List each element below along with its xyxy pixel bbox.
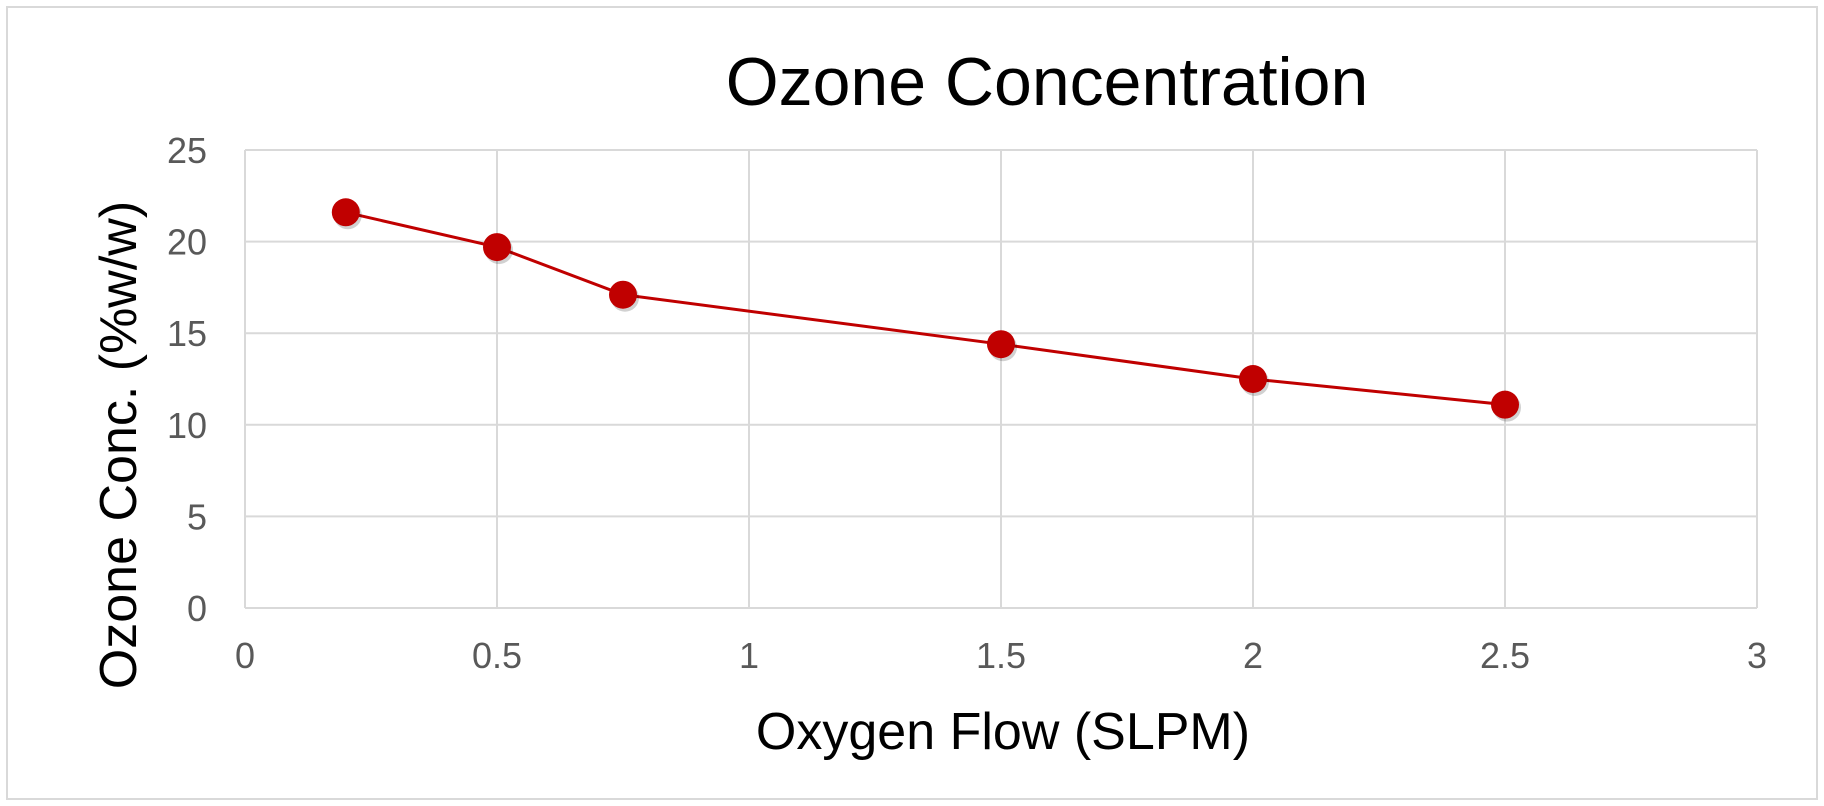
axes [244, 150, 1757, 609]
x-tick-label: 2 [1243, 635, 1263, 676]
data-point [331, 198, 360, 227]
x-tick-label: 3 [1747, 635, 1767, 676]
x-tick-label: 1.5 [976, 635, 1026, 676]
tick-labels: 0 0.5 1 1.5 2 2.5 3 0 5 10 15 20 25 [167, 130, 1767, 676]
y-tick-label: 25 [167, 130, 207, 171]
x-tick-label: 2.5 [1480, 635, 1530, 676]
grid [245, 149, 1758, 608]
y-tick-label: 10 [167, 405, 207, 446]
y-tick-label: 20 [167, 222, 207, 263]
x-tick-label: 1 [739, 635, 759, 676]
x-axis-title: Oxygen Flow (SLPM) [756, 703, 1250, 761]
data-point [609, 280, 637, 309]
x-tick-label: 0.5 [472, 635, 522, 676]
data-point [1239, 365, 1267, 393]
y-axis-title: Ozone Conc. (%w/w) [90, 201, 148, 689]
data-point [483, 233, 511, 262]
chart-title: Ozone Concentration [726, 44, 1369, 120]
series [331, 198, 1521, 422]
y-tick-label: 5 [187, 496, 207, 537]
y-tick-label: 15 [167, 313, 207, 354]
y-tick-label: 0 [187, 588, 207, 629]
data-point [987, 330, 1015, 359]
series-line [345, 210, 1506, 407]
x-tick-label: 0 [235, 635, 255, 676]
data-point [1491, 390, 1519, 419]
